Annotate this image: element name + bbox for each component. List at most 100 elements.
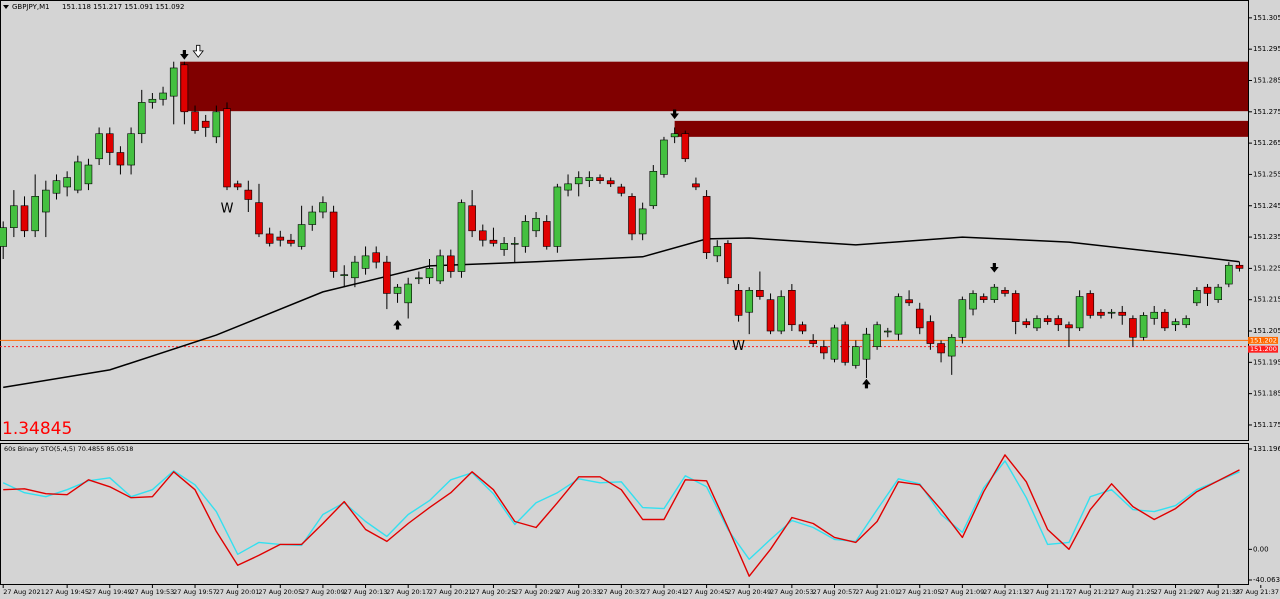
x-tick-label: 27 Aug 20:21 xyxy=(429,588,473,596)
candle-body xyxy=(447,255,455,272)
chart-title: GBPJPY,M1 xyxy=(12,3,50,11)
y-tick-label: 151.275 xyxy=(1253,108,1280,116)
candle-body xyxy=(159,92,167,100)
y-tick-label: 151.195 xyxy=(1253,358,1280,366)
candle-body xyxy=(905,299,913,304)
candle-body xyxy=(212,111,221,138)
candle-body xyxy=(766,299,775,332)
candle-body xyxy=(947,336,956,357)
price-tag xyxy=(1248,345,1278,353)
candle-body xyxy=(542,221,551,247)
candle-body xyxy=(915,308,924,329)
candle-body xyxy=(351,261,359,279)
candle-body xyxy=(1065,324,1073,329)
signal-arrow xyxy=(862,378,871,389)
candle-body xyxy=(777,296,785,332)
candle-body xyxy=(1097,311,1105,316)
price-tag-label: 151.200 xyxy=(1250,345,1277,353)
candle-body xyxy=(596,177,604,181)
sub-panel xyxy=(0,443,1249,585)
y-tick-label: 151.295 xyxy=(1253,45,1280,53)
x-tick-label: 27 Aug 21:25 xyxy=(1111,588,1155,596)
x-tick-label: 27 Aug 20:25 xyxy=(472,588,516,596)
y-tick-label: -40.0634 xyxy=(1253,576,1280,584)
candle-body xyxy=(415,277,423,280)
candle-body xyxy=(734,290,743,316)
candle-body xyxy=(63,177,71,188)
candle-body xyxy=(660,139,668,175)
candle-body xyxy=(926,321,935,344)
moving-average xyxy=(3,236,1240,389)
candle-body xyxy=(329,211,338,272)
annotation: W xyxy=(221,201,234,216)
candle-body xyxy=(606,180,615,185)
y-tick-label: 151.215 xyxy=(1253,296,1280,304)
candle-body xyxy=(724,243,732,279)
candle-body xyxy=(1182,318,1190,326)
candle-body xyxy=(1011,293,1020,322)
symbol-marker xyxy=(3,5,9,9)
candle-body xyxy=(425,268,434,279)
candle-body xyxy=(681,133,690,160)
candle-body xyxy=(1001,290,1009,294)
signal-arrow xyxy=(192,44,204,58)
y-tick-label: 151.225 xyxy=(1253,264,1280,272)
candle-body xyxy=(361,255,370,269)
candle-body xyxy=(713,246,722,257)
candle-body xyxy=(116,152,125,166)
candle-body xyxy=(1193,290,1201,304)
candle-body xyxy=(574,177,583,185)
candle-body xyxy=(1075,296,1084,329)
candle-body xyxy=(1225,264,1233,285)
candle-body xyxy=(532,217,540,232)
candle-body xyxy=(809,340,817,344)
candle-body xyxy=(201,120,210,128)
candle-body xyxy=(383,261,391,294)
candle-body xyxy=(84,164,93,185)
candle-body xyxy=(478,230,487,241)
candle-body xyxy=(1086,293,1095,316)
y-tick-label: 151.245 xyxy=(1253,202,1280,210)
candle-body xyxy=(564,183,572,191)
candle-body xyxy=(553,186,562,247)
y-tick-label: 131.1967 xyxy=(1253,445,1280,453)
candle-body xyxy=(883,330,892,333)
candle-body xyxy=(1043,318,1052,322)
candle-body xyxy=(95,133,103,160)
candle-body xyxy=(191,111,199,131)
candle-body xyxy=(468,205,476,232)
candle-body xyxy=(276,236,285,241)
x-tick-label: 27 Aug 20:45 xyxy=(685,588,729,596)
candle-body xyxy=(308,211,317,225)
candle-body xyxy=(1054,318,1063,326)
y-tick-label: 151.255 xyxy=(1253,170,1280,178)
signal-arrow xyxy=(180,50,189,60)
candle-body xyxy=(1161,311,1169,329)
candle-body xyxy=(830,327,839,360)
candle-body xyxy=(852,346,860,366)
candle-body xyxy=(1235,264,1244,269)
candle-body xyxy=(52,180,61,194)
zone xyxy=(674,120,1248,137)
x-tick-label: 27 Aug 20:01 xyxy=(216,588,260,596)
x-tick-label: 27 Aug 21:01 xyxy=(855,588,899,596)
candle-body xyxy=(862,333,871,360)
signal-arrow xyxy=(990,262,999,273)
candle-body xyxy=(617,186,626,194)
y-tick-label: 151.235 xyxy=(1253,233,1280,241)
candle-body xyxy=(1150,311,1159,319)
candle-body xyxy=(265,233,274,244)
indicator-title: 60s Binary STO(5,4,5) 70.4855 85.0518 xyxy=(4,445,133,453)
candle-body xyxy=(841,324,849,363)
candle-body xyxy=(1118,311,1127,316)
signal-arrow xyxy=(393,319,402,330)
x-tick-label: 27 Aug 21:33 xyxy=(1196,588,1240,596)
candle-body xyxy=(319,202,327,213)
price-tag-label: 151.202 xyxy=(1250,336,1277,344)
candle-body xyxy=(148,98,157,103)
x-tick-label: 27 Aug 19:53 xyxy=(130,588,174,596)
x-tick-label: 27 Aug 21:29 xyxy=(1154,588,1198,596)
candle-body xyxy=(436,255,444,282)
candle-body xyxy=(1139,315,1148,338)
x-tick-label: 27 Aug 21:13 xyxy=(983,588,1027,596)
